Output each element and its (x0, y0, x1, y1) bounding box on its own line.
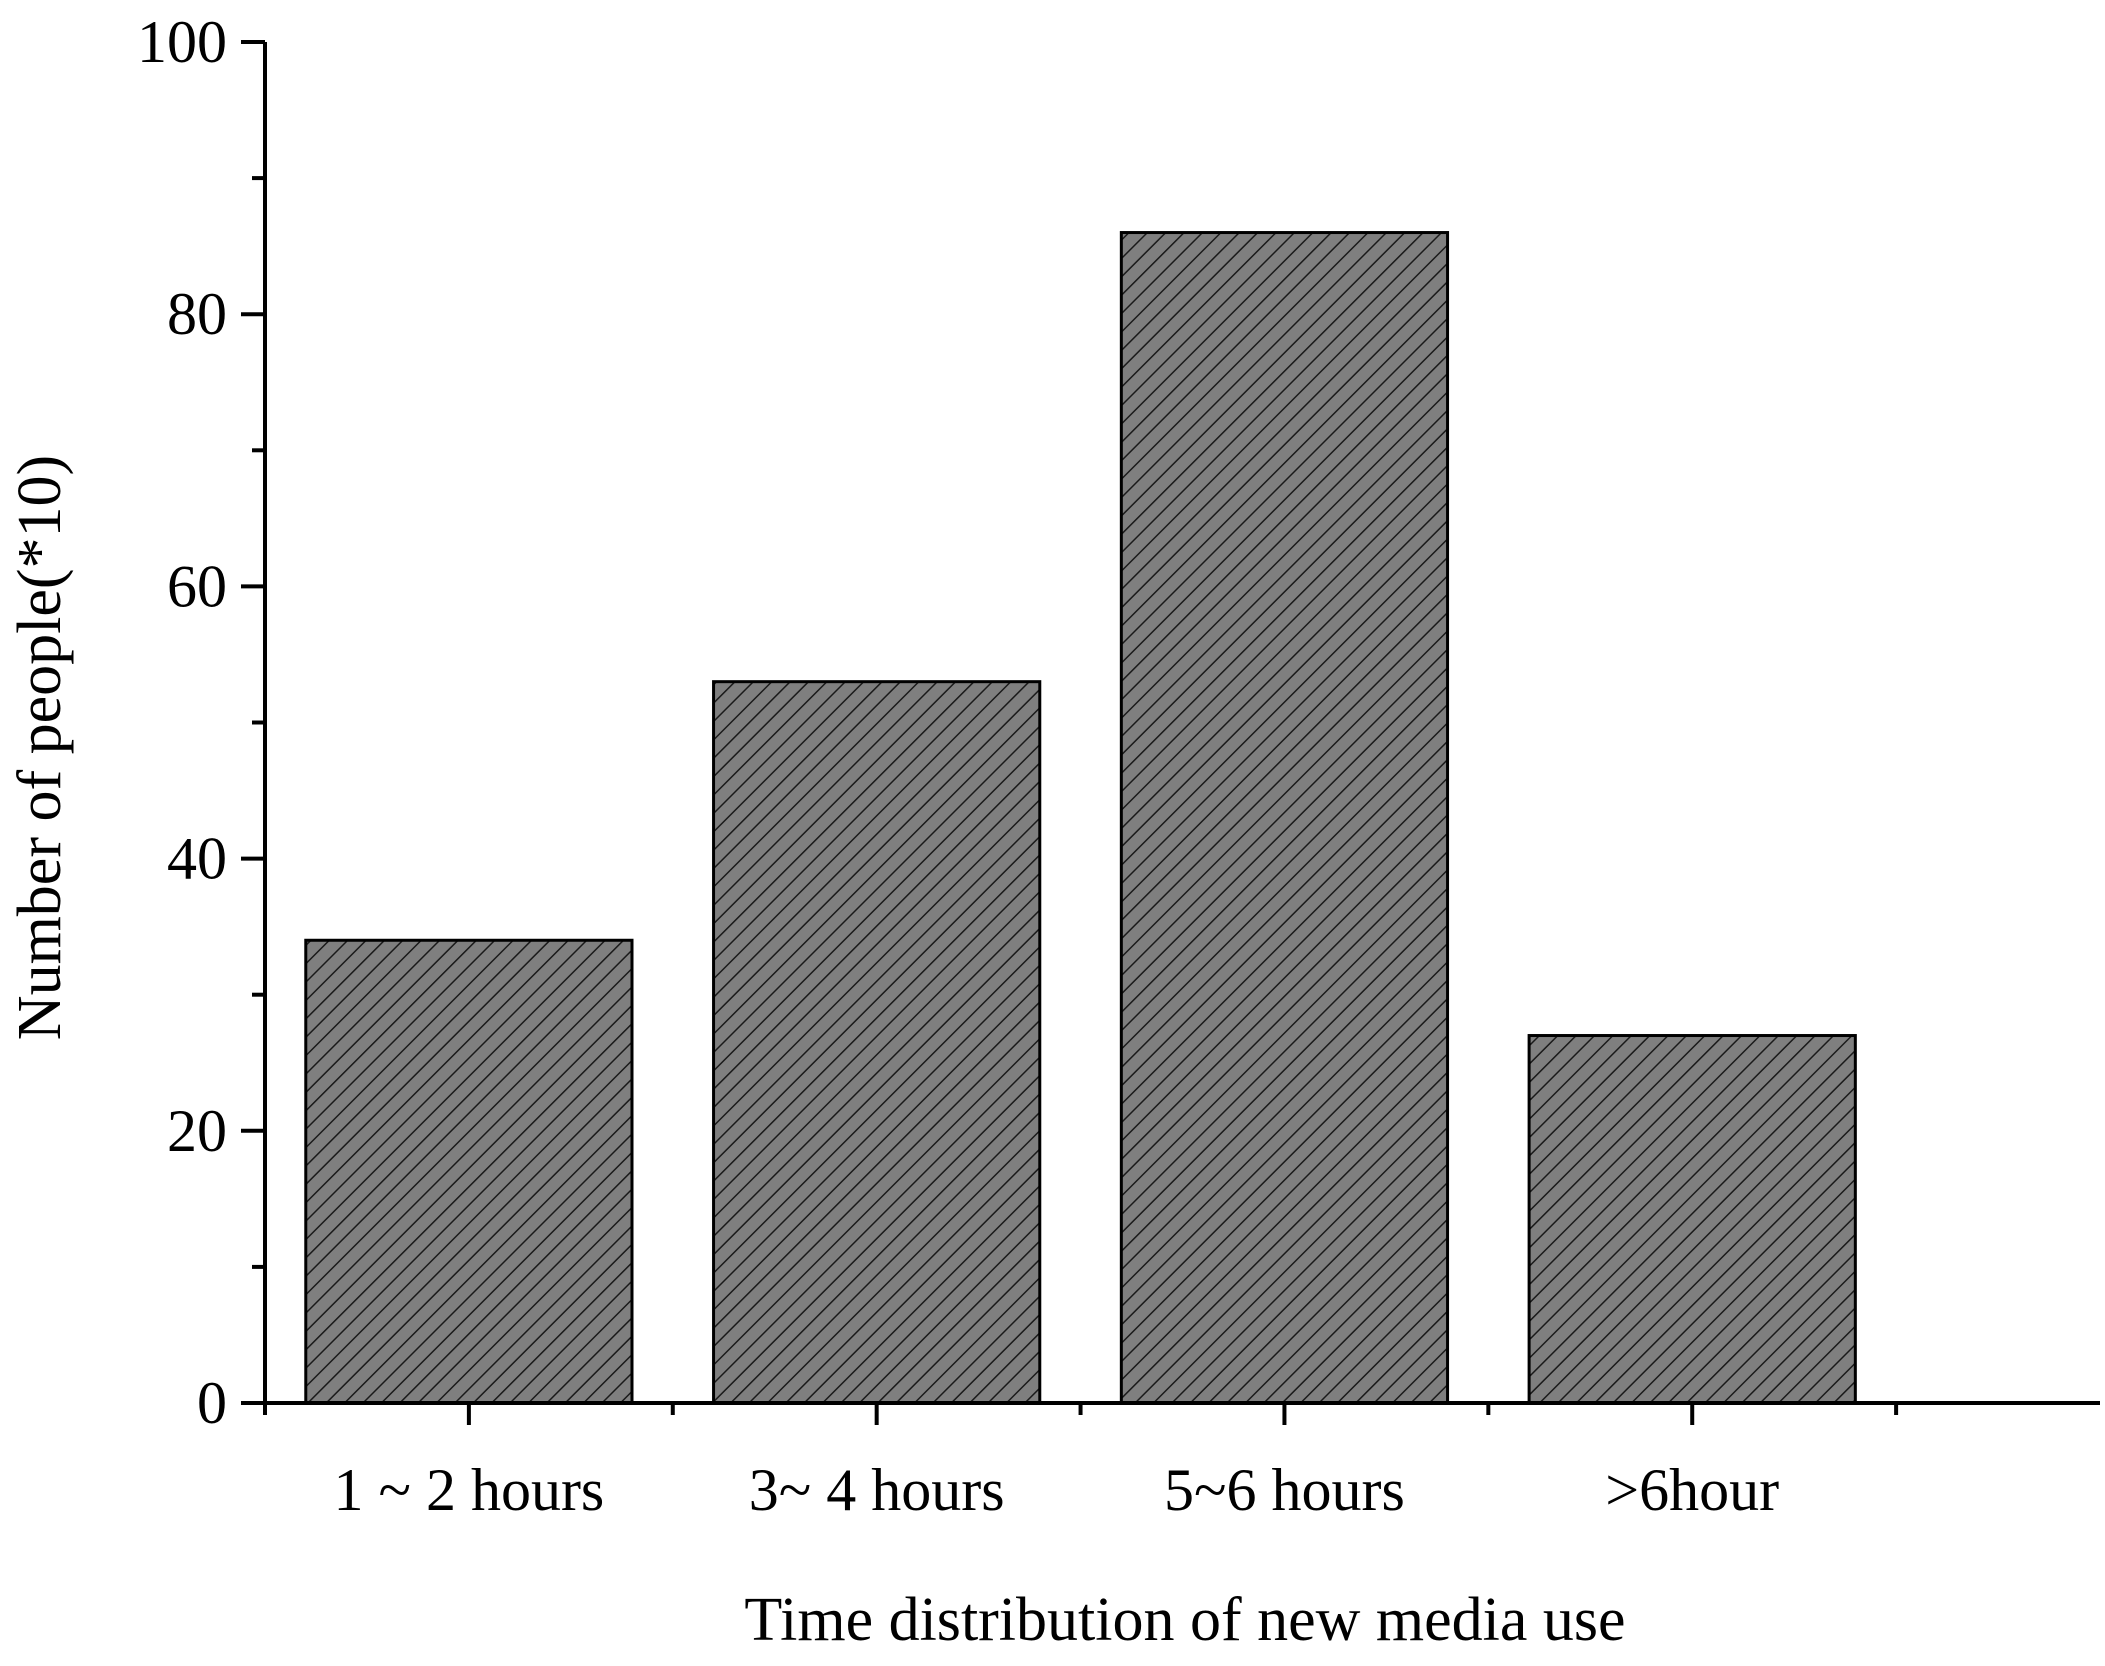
x-tick-label: >6hour (1605, 1457, 1779, 1523)
axes-group: 0 20 40 60 80 100 1 ~ 2 hours 3~ 4 hours 5~6 ho… (137, 9, 2100, 1523)
y-tick-label: 20 (167, 1098, 227, 1164)
y-tick-label: 0 (197, 1370, 227, 1436)
x-tick-label: 5~6 hours (1164, 1457, 1405, 1523)
y-tick-label: 80 (167, 281, 227, 347)
bar-4 (1527, 1034, 1857, 1405)
x-axis-title: Time distribution of new media use (744, 1586, 1625, 1654)
y-axis-title: Number of people(*10) (6, 455, 74, 1040)
x-tick-label: 3~ 4 hours (749, 1457, 1005, 1523)
bar-2 (712, 680, 1042, 1405)
bar-3 (1119, 231, 1450, 1405)
y-tick-label: 40 (167, 826, 227, 892)
bars-group (304, 231, 1857, 1405)
x-ticks: 1 ~ 2 hours 3~ 4 hours 5~6 hours >6hour (263, 1403, 1899, 1523)
y-ticks: 0 20 40 60 80 100 (137, 9, 265, 1436)
x-tick-label: 1 ~ 2 hours (333, 1457, 604, 1523)
bar-1 (304, 938, 634, 1405)
y-tick-label: 100 (137, 9, 227, 75)
y-tick-label: 60 (167, 553, 227, 619)
